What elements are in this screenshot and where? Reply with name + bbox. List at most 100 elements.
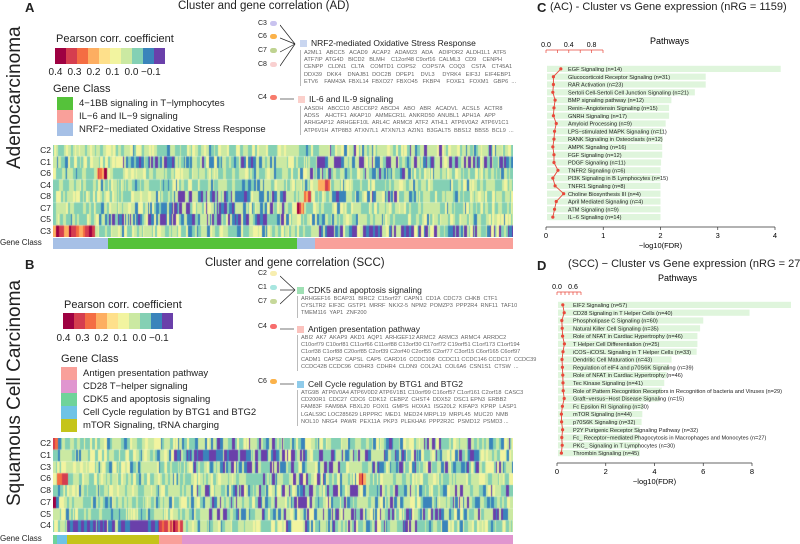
pathway-bar bbox=[558, 356, 672, 363]
pathway-label: PKC_ Signaling in T Lymphocytes (n=30) bbox=[573, 443, 675, 449]
pathway-bar bbox=[558, 333, 698, 340]
colorbar-tick: 0.1 bbox=[113, 333, 128, 344]
pathway-bar bbox=[558, 442, 640, 449]
pathway-color-swatch bbox=[297, 380, 304, 388]
cluster-node: C4 bbox=[258, 94, 277, 101]
colorbar-swatch bbox=[66, 48, 77, 64]
ratio-point bbox=[562, 342, 566, 346]
cluster-dot-icon bbox=[269, 21, 277, 26]
cluster-name: C7 bbox=[258, 298, 267, 305]
ratio-point bbox=[560, 404, 564, 408]
pathway-cell-cycle: Cell Cycle regulation by BTG1 and BTG2 bbox=[297, 379, 463, 389]
pathway-name: IL-6 and IL-9 signaling bbox=[309, 94, 394, 104]
colorbar-swatch bbox=[132, 48, 143, 64]
pathway-label: PI3K Signaling in B Lymphocytes (n=15) bbox=[568, 176, 668, 182]
pathway-label: T Helper Cell Differentiation (n=25) bbox=[573, 342, 660, 348]
pathway-label: Sertoli Cell-Sertoli Cell Junction Signa… bbox=[568, 90, 689, 96]
pathway-chart-c: Pathways 0.0 0.4 0.8 EGF Signaling (n=14) Glu… bbox=[541, 36, 781, 250]
pathway-label: IL−6 Signaling (n=14) bbox=[568, 215, 622, 221]
cluster-dot-icon bbox=[269, 299, 277, 304]
pathway-bar bbox=[558, 372, 667, 379]
cluster-name: C4 bbox=[258, 323, 267, 330]
pathway-label: P2Y Purigenic Receptor Signaling Pathway… bbox=[573, 428, 698, 434]
pathway-label: iCOS−iCOSL Signaling in T Helper Cells (… bbox=[573, 350, 691, 356]
heatmap-row-label: C2 bbox=[40, 438, 51, 448]
gene-class-item: 4−1BB signaling in T−lymphocytes bbox=[57, 97, 266, 110]
pathway-label: RANK Signaling in Osteoclasts (n=12) bbox=[568, 137, 663, 143]
pathway-name: NRF2-mediated Oxidative Stress Response bbox=[311, 38, 476, 48]
x-axis-tick-label: 6 bbox=[701, 467, 705, 476]
ratio-point bbox=[562, 311, 566, 315]
ratio-point bbox=[554, 199, 558, 204]
ratio-point bbox=[551, 90, 555, 94]
chart-subtitle: Pathways bbox=[650, 36, 690, 46]
gene-class-item: mTOR Signaling, tRNA charging bbox=[61, 419, 256, 432]
pathway-label: Natural Killer Cell Signaling (n=35) bbox=[573, 326, 659, 332]
pathway-label: p70S6K Signaling (n=32) bbox=[573, 420, 635, 426]
heatmap-row-label: C1 bbox=[40, 156, 51, 167]
cluster-name: C8 bbox=[258, 61, 267, 68]
pathway-bar bbox=[547, 151, 663, 158]
pathway-label: ATM Signaling (n=9) bbox=[568, 207, 619, 213]
ratio-point bbox=[562, 396, 566, 401]
colorbar-tick: 0.3 bbox=[75, 333, 90, 344]
gene-class-label: CDK5 and apoptosis signaling bbox=[83, 394, 211, 405]
colorbar-swatch bbox=[74, 313, 85, 329]
colorbar bbox=[63, 313, 173, 329]
ratio-point bbox=[560, 357, 564, 362]
ratio-point bbox=[551, 215, 555, 219]
heatmap-row-labels-a: C2 C1 C6 C4 C8 C7 C5 C3 bbox=[33, 145, 51, 237]
pathway-bar bbox=[558, 434, 640, 441]
x-axis-tick-label: 1 bbox=[601, 231, 605, 240]
colorbar-swatch bbox=[63, 313, 74, 329]
cluster-node: C2 bbox=[258, 270, 277, 277]
ratio-point bbox=[551, 145, 555, 149]
heatmap-row-label: C6 bbox=[40, 473, 51, 484]
pathway-label: Choline Biosynthesis III (n=4) bbox=[568, 192, 641, 198]
pathway-color-swatch bbox=[298, 95, 305, 103]
legend-title: Pearson corr. coefficient bbox=[56, 33, 174, 45]
heatmap-row-labels-b: C2 C1 C3 C6 C8 C7 C5 C4 bbox=[33, 438, 51, 532]
pathway-bar bbox=[547, 182, 661, 189]
cluster-dot-icon bbox=[269, 324, 277, 329]
pathway-label: Dendritic Cell Maturation (n=43) bbox=[573, 358, 652, 364]
gene-class-bar-label: Gene Class bbox=[0, 534, 42, 543]
pathway-bar bbox=[558, 403, 644, 410]
colorbar-swatch bbox=[129, 313, 140, 329]
pathway-label: EIF2 Signaling (n=57) bbox=[573, 303, 627, 309]
pathway-label: Role of Pattern Recognition Receptors in… bbox=[573, 389, 782, 395]
cluster-name: C1 bbox=[258, 284, 267, 291]
pathway-label: PDGF Signaling (n=11) bbox=[568, 161, 626, 167]
gene-class-item: CD28 T−helper signaling bbox=[61, 380, 256, 393]
pathway-bar bbox=[547, 136, 663, 143]
gene-class-swatch bbox=[61, 406, 77, 419]
gene-class-item: NRF2−mediated Oxidative Stress Response bbox=[57, 123, 266, 136]
gene-class-swatch bbox=[57, 97, 73, 110]
gene-class-segment bbox=[296, 238, 316, 249]
ratio-point bbox=[560, 420, 564, 424]
colorbar-swatch bbox=[162, 313, 173, 329]
pathway-bar bbox=[558, 317, 704, 324]
gene-class-label: NRF2−mediated Oxidative Stress Response bbox=[79, 124, 266, 135]
colorbar-tick: 0.1 bbox=[105, 67, 120, 78]
panel-d-title: (SCC) − Cluster vs Gene expression (nRG … bbox=[568, 258, 800, 270]
pathway-label: Tec Kinase Signaling (n=41) bbox=[573, 381, 643, 387]
heatmap-row-label: C5 bbox=[40, 508, 51, 519]
heatmap-row-label: C5 bbox=[40, 214, 51, 224]
heatmap-row-label: C7 bbox=[40, 496, 51, 507]
cluster-dot-icon bbox=[269, 62, 277, 67]
pathway-cdk5: CDK5 and apoptosis signaling bbox=[297, 285, 422, 295]
heatmap-row-label: C7 bbox=[40, 202, 51, 213]
pathway-bar bbox=[547, 175, 661, 182]
pathway-color-swatch bbox=[297, 286, 304, 294]
colorbar-swatch bbox=[77, 48, 88, 64]
ratio-axis-tick-label: 0.4 bbox=[564, 42, 574, 49]
gene-class-item: Cell Cycle regulation by BTG1 and BTG2 bbox=[61, 406, 256, 419]
x-axis-label: −log10(FDR) bbox=[639, 241, 683, 250]
heatmap-row-label: C8 bbox=[40, 191, 51, 201]
colorbar-tick: 0.0 bbox=[132, 333, 147, 344]
pathway-bar bbox=[547, 214, 661, 221]
cluster-dot-icon bbox=[269, 285, 277, 290]
pathway-label: Renin−Angiotensin Signaling (n=15) bbox=[568, 106, 658, 112]
panel-d-letter: D bbox=[537, 258, 547, 273]
